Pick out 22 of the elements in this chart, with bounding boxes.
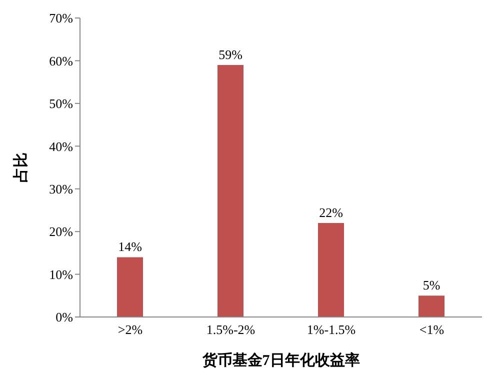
data-label: 22% xyxy=(319,205,344,220)
bar xyxy=(318,223,344,317)
y-tick-label: 10% xyxy=(49,266,74,282)
x-tick-label: <1% xyxy=(419,322,444,338)
y-tick-label: 20% xyxy=(49,224,74,240)
y-tick-label: 50% xyxy=(49,96,74,112)
y-tick-label: 0% xyxy=(56,310,74,325)
y-tick-label: 60% xyxy=(49,53,74,68)
y-tick-label: 40% xyxy=(49,138,74,154)
bar xyxy=(218,64,244,317)
y-tick-label: 30% xyxy=(49,181,74,196)
x-tick-label: 1%-1.5% xyxy=(306,322,356,338)
y-tick-label: 70% xyxy=(49,10,74,26)
y-axis-title: 占比 xyxy=(12,152,30,182)
data-label: 59% xyxy=(218,46,243,62)
x-tick-label: 1.5%-2% xyxy=(206,322,256,338)
data-label: 14% xyxy=(118,239,142,254)
x-tick-label: >2% xyxy=(118,322,143,338)
data-label: 5% xyxy=(422,278,440,293)
bar xyxy=(418,296,444,317)
x-axis-title: 货币基金7日年化收益率 xyxy=(201,351,360,369)
bar xyxy=(117,257,143,317)
